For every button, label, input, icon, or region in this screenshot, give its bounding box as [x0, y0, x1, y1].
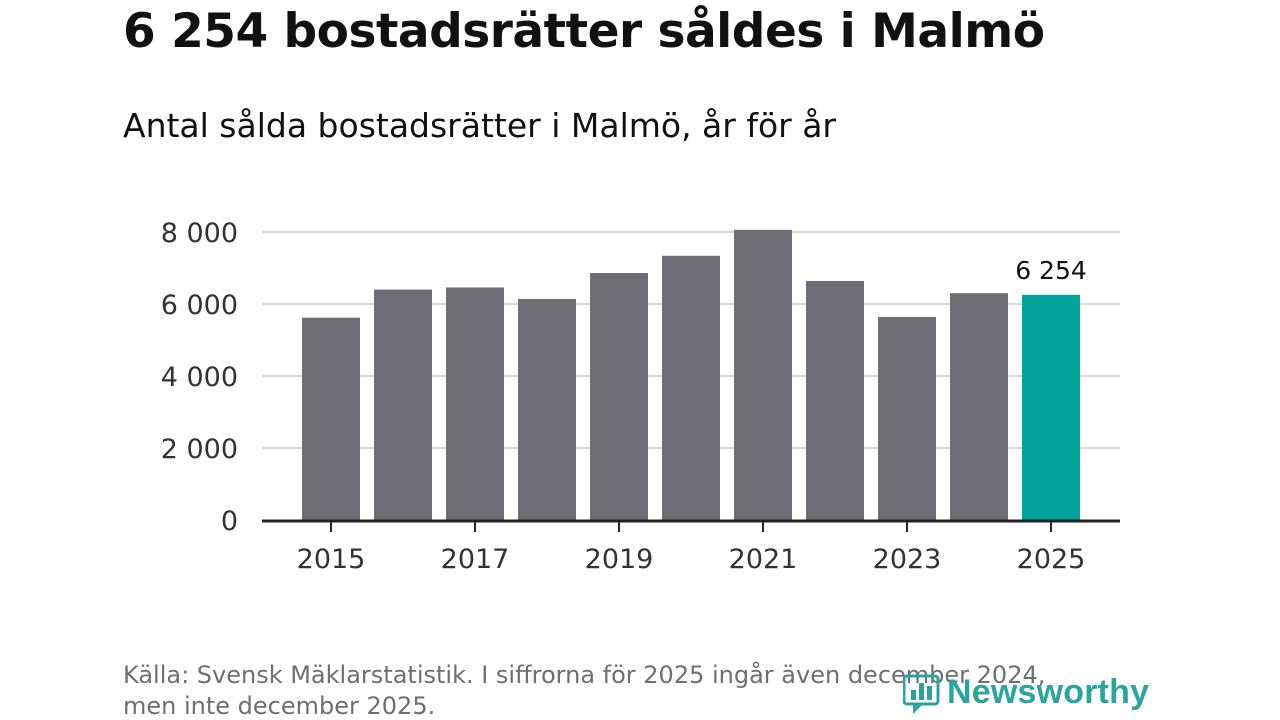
footnote-line-1: Källa: Svensk Mäklarstatistik. I siffror…	[123, 661, 1046, 689]
y-tick-label: 0	[221, 506, 238, 537]
bar	[590, 273, 648, 520]
chart-title: 6 254 bostadsrätter såldes i Malmö	[123, 4, 1045, 59]
x-tick-label: 2015	[297, 544, 366, 575]
bar	[662, 255, 720, 520]
bar-highlight	[1022, 294, 1080, 520]
y-tick-label: 4 000	[161, 362, 238, 393]
bar	[878, 316, 936, 520]
newsworthy-logo-icon	[903, 674, 940, 714]
data-label: 6 254	[1015, 256, 1087, 285]
y-tick-label: 8 000	[161, 218, 238, 249]
bar	[446, 287, 504, 520]
x-tick-label: 2019	[585, 544, 654, 575]
brand-name: Newsworthy	[947, 672, 1150, 711]
x-tick-label: 2017	[441, 544, 510, 575]
chart-subtitle: Antal sålda bostadsrätter i Malmö, år fö…	[123, 106, 836, 145]
bar-chart: 0 2 000 4 000 6 000 8 000 6 254 2015 2017 2019 20…	[161, 218, 1120, 575]
bar	[734, 229, 792, 520]
footnote-line-2: men inte december 2025.	[123, 692, 436, 720]
x-tick-label: 2023	[873, 544, 942, 575]
x-tick-label: 2025	[1017, 544, 1086, 575]
bar	[374, 289, 432, 520]
brand-logo: Newsworthy	[903, 667, 1149, 717]
source-footnote: Källa: Svensk Mäklarstatistik. I siffror…	[123, 660, 1123, 720]
bar	[950, 293, 1008, 520]
bar	[302, 317, 360, 520]
bar	[806, 280, 864, 520]
y-tick-label: 6 000	[161, 290, 238, 321]
x-tick-label: 2021	[729, 544, 798, 575]
bar	[518, 298, 576, 520]
y-tick-label: 2 000	[161, 434, 238, 465]
